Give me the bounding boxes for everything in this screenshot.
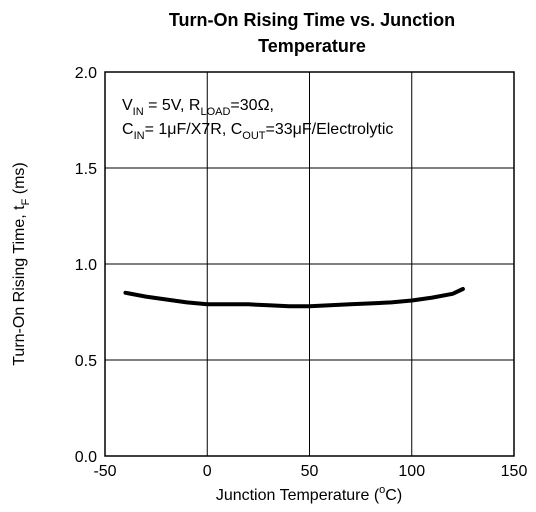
y-tick-label: 1.0 xyxy=(75,257,97,274)
y-tick-label: 0.5 xyxy=(75,353,97,370)
annotation-v-val: = 5V, R xyxy=(144,97,201,114)
x-axis-label-main: Junction Temperature ( xyxy=(216,487,380,504)
y-axis-label-main: Turn-On Rising Time, t xyxy=(11,205,28,366)
annotation-cout-sub: OUT xyxy=(242,130,266,142)
chart-title-line2: Temperature xyxy=(258,36,366,56)
x-tick-label: 0 xyxy=(203,463,212,480)
chart-title-line1: Turn-On Rising Time vs. Junction xyxy=(169,10,455,30)
x-axis-label-sup: o xyxy=(379,484,385,496)
series-line xyxy=(123,287,465,309)
y-axis-label: Turn-On Rising Time, tF (ms) xyxy=(11,162,32,366)
annotation-v-sub: IN xyxy=(133,106,144,118)
x-tick-label: 50 xyxy=(301,463,319,480)
x-tick-labels: -50 0 50 100 150 xyxy=(93,463,527,480)
y-tick-label: 0.0 xyxy=(75,449,97,466)
annotation-cout-val: =33μF/Electrolytic xyxy=(266,121,394,138)
annotation-v: V xyxy=(122,97,133,114)
annotation-r-val: =30Ω, xyxy=(230,97,274,114)
y-axis-label-end: (ms) xyxy=(11,162,28,198)
x-axis-label: Junction Temperature (oC) xyxy=(216,484,402,504)
annotation-c-sub: IN xyxy=(134,130,145,142)
y-tick-label: 2.0 xyxy=(75,65,97,82)
annotation-line1: VIN = 5V, RLOAD=30Ω, xyxy=(122,97,274,118)
x-tick-label: 100 xyxy=(398,463,425,480)
x-tick-label: -50 xyxy=(93,463,116,480)
annotation-line2: CIN= 1μF/X7R, COUT=33μF/Electrolytic xyxy=(122,121,393,142)
y-tick-labels: 0.0 0.5 1.0 1.5 2.0 xyxy=(75,65,97,466)
y-axis-label-sub: F xyxy=(20,198,32,205)
annotation-c: C xyxy=(122,121,134,138)
annotation-c-val: = 1μF/X7R, C xyxy=(145,121,243,138)
y-tick-label: 1.5 xyxy=(75,161,97,178)
x-tick-label: 150 xyxy=(501,463,528,480)
annotation-r-sub: LOAD xyxy=(200,106,230,118)
plot-annotation: VIN = 5V, RLOAD=30Ω, CIN= 1μF/X7R, COUT=… xyxy=(122,97,393,142)
plot-frame xyxy=(104,71,515,457)
x-axis-label-end: C) xyxy=(385,487,402,504)
